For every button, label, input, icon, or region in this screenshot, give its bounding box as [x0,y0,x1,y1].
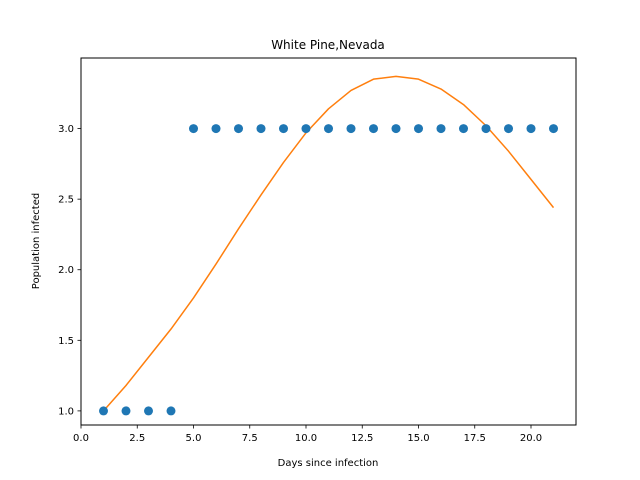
scatter-point [99,406,108,416]
scatter-point [526,124,536,134]
plot-area: 0.0 2.5 5.0 7.5 10.0 12.5 15.0 17.5 20.0 1.0 1.5 2… [58,57,577,444]
scatter-point [459,124,468,134]
y-tick-label: 1.0 [58,406,74,417]
y-axis-label: Population infected [31,193,42,289]
scatter-point [346,124,356,134]
scatter-point [211,124,221,134]
x-tick-label: 20.0 [520,433,542,444]
scatter-point [234,124,243,134]
x-tick-label: 0.0 [73,433,89,444]
scatter-point [144,406,153,416]
scatter-point [414,124,423,134]
x-axis-ticks: 0.0 2.5 5.0 7.5 10.0 12.5 15.0 17.5 20.0 [73,425,542,444]
x-axis-label: Days since infection [278,458,379,469]
series-layer [99,75,558,416]
y-tick-label: 2.5 [58,195,74,206]
scatter-point [504,124,513,134]
scatter-point [166,406,176,416]
x-tick-label: 15.0 [407,433,429,444]
axes-frame [80,57,577,426]
scatter-point [481,124,491,134]
y-tick-label: 3.0 [58,124,74,135]
scatter-point [279,124,288,134]
scatter-point [189,124,198,134]
y-axis-ticks: 1.0 1.5 2.0 2.5 3.0 [58,124,81,417]
y-tick-label: 1.5 [58,336,74,347]
y-tick-label: 2.0 [58,265,74,276]
x-tick-label: 17.5 [464,433,486,444]
x-tick-label: 5.0 [186,433,202,444]
scatter-point [121,406,131,416]
x-tick-label: 12.5 [351,433,373,444]
scatter-point [549,124,558,134]
x-tick-label: 2.5 [129,433,145,444]
scatter-point [301,124,311,134]
x-tick-label: 10.0 [295,433,317,444]
fitted-curve-line [102,75,555,412]
scatter-point [369,124,378,134]
scatter-point [391,124,401,134]
scatter-point [436,124,446,134]
x-tick-label: 7.5 [242,433,258,444]
chart-title: White Pine,Nevada [271,38,385,52]
scatter-point [256,124,266,134]
scatter-point [324,124,333,134]
